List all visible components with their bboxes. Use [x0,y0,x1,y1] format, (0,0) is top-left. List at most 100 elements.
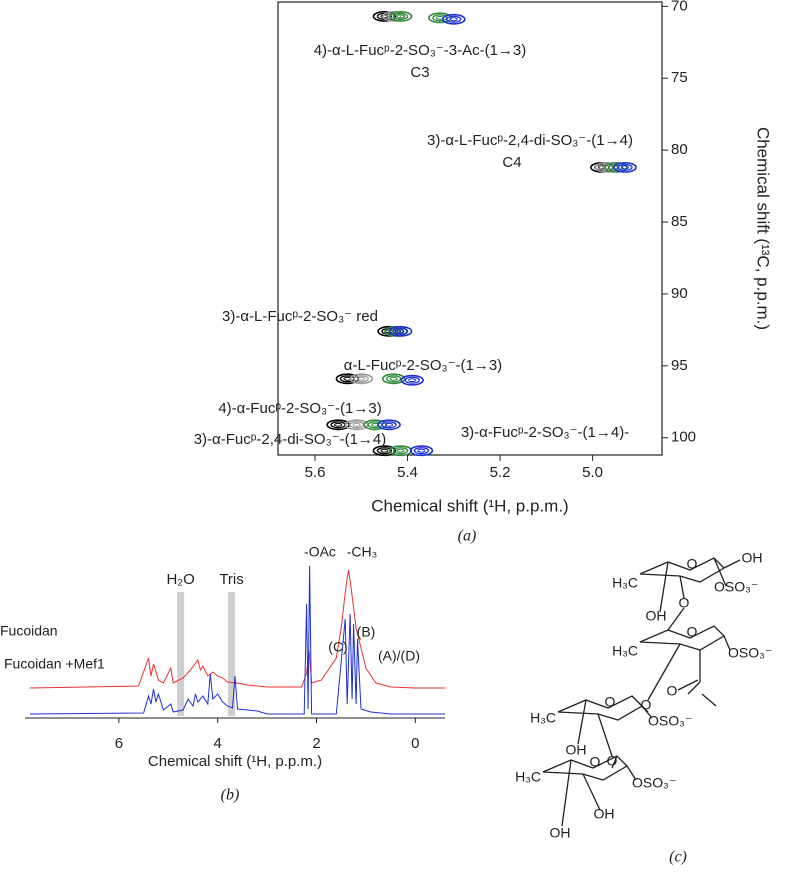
contour-peak [357,376,366,381]
atom-label: O [687,556,698,572]
atom-label: OH [566,742,587,758]
contour-peak [349,373,374,385]
highlight-label: H₂O [166,571,194,588]
contour-peak [617,163,633,171]
atom-label: O [590,754,601,770]
contour-peak [442,13,466,25]
contour-peak [404,376,420,384]
x-tick-label: 0 [411,735,419,752]
x-tick-label: 2 [312,735,320,752]
atom-label: H₃C [515,769,541,785]
contour-peak [388,325,413,337]
annotation: 3)-α-Fucᵖ-2-SO₃⁻-(1→4)- [461,424,629,441]
contour-peak [386,375,402,383]
annotation: 4)-α-L-Fucᵖ-2-SO₃⁻-3-Ac-(1→3) [314,42,527,59]
x-tick-label: 5.6 [305,464,326,481]
contour-peak [396,329,405,334]
contour-peak [372,10,397,22]
panel-label: (c) [669,849,687,866]
atom-label: O [641,697,652,713]
contour-peak [449,17,458,22]
panel-label: (b) [221,787,240,804]
contour-peak [391,329,400,334]
contour-peak [392,12,409,20]
contour-peak [380,14,389,19]
contour-peak [353,375,369,383]
y-tick-label: 95 [671,357,688,374]
atom-label: O [679,595,690,611]
atom-label: O [607,753,618,769]
contour-peak [611,165,620,170]
atom-label: OH [550,825,571,841]
x-axis-title: Chemical shift (¹H, p.p.m.) [371,496,568,515]
highlight-label: Tris [219,571,243,588]
contour-peak [330,421,346,429]
highlight-band [177,592,185,716]
contour-peak [377,325,401,337]
contour-peak [602,165,611,170]
x-tick-label: 5.0 [582,464,603,481]
bonds [542,557,741,827]
annotation: -CH₃ [347,544,378,560]
atom-label: H₃C [530,710,556,726]
highlight-band [228,592,236,716]
y-tick-label: 80 [671,141,688,158]
contour-peak [381,10,406,22]
contour-peak [381,373,406,385]
annotation: 3)-α-L-Fucᵖ-2-SO₃⁻ red [222,308,378,325]
contour-peak [334,422,343,427]
contour-peak [400,374,424,386]
contour-peak [363,419,387,431]
atom-label: H₃C [612,575,638,591]
contour-peak [349,421,365,429]
contour-peak [388,445,413,457]
annotation: (B) [357,624,376,640]
annotation: α-L-Fucᵖ-2-SO₃⁻-(1→3) [344,357,502,374]
contour-peak [603,161,628,173]
contour-peak [408,378,417,383]
contour-peak [620,165,629,170]
contour-peak [396,14,405,19]
atom-label: OSO₃⁻ [728,645,772,661]
series-label: Fucoidan +Mef1 [4,656,105,672]
contour-peak [381,421,397,429]
contour-peak [613,161,637,173]
y-tick-label: 100 [671,429,696,446]
contour-peak [389,376,398,381]
y-tick-label: 75 [671,69,688,86]
annotation: C4 [502,154,521,171]
x-tick-label: 4 [214,735,222,752]
atom-label: OSO₃⁻ [648,713,692,729]
annotation: 4)-α-Fucᵖ-2-SO₃⁻-(1→3) [218,400,381,417]
contour-peak [352,422,361,427]
contour-peak [396,448,405,453]
atom-label: OH [646,608,667,624]
contour-peak [372,445,397,457]
atom-label: O [605,694,616,710]
contour-peak [392,327,409,335]
spectrum-line [29,569,445,689]
x-tick-label: 6 [115,735,123,752]
atom-label: O [667,683,678,699]
plot-frame [277,1,663,456]
annotation: 3)-α-L-Fucᵖ-2,4-di-SO₃⁻-(1→4) [427,132,633,149]
atom-label: OH [742,550,763,566]
annotation: 3)-α-Fucᵖ-2,4-di-SO₃⁻-(1→4) [194,431,387,448]
atom-label: OH [594,806,615,822]
annotation: (A)/(D) [378,648,420,664]
contour-peak [446,15,462,23]
y-tick-label: 70 [671,0,688,14]
contour-peak [417,448,426,453]
contour-peak [388,10,413,22]
atom-label: H₃C [612,643,638,659]
contour-peak [385,422,394,427]
x-axis-title: Chemical shift (¹H, p.p.m.) [148,753,322,770]
atom-label: OSO₃⁻ [632,775,676,791]
y-tick-label: 85 [671,213,688,230]
atom-label: O [687,624,698,640]
y-axis-title: Chemical shift (¹³C, p.p.m.) [754,127,773,330]
contour-peak [392,447,409,455]
contour-peak [377,419,401,431]
contour-peak [376,447,393,455]
annotation: -OAc [304,544,336,560]
